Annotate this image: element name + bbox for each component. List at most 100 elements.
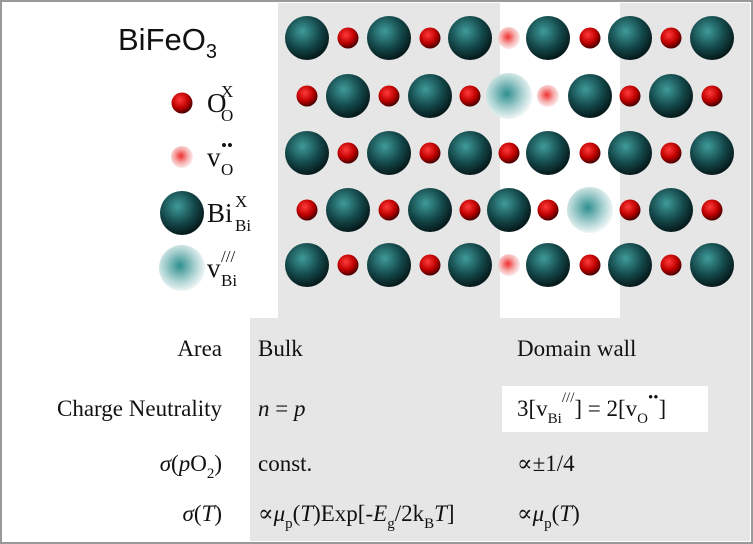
text: 3[v: [517, 396, 548, 421]
table-cell: n = p: [258, 396, 305, 421]
legend-sub: O: [221, 160, 233, 179]
o-vacancy: [171, 146, 193, 168]
legend: OX Ov•• OBi X Biv///Bi: [159, 82, 251, 291]
table-cell: 3[vBi///] = 2[vO••]: [517, 390, 666, 427]
o-atom: [378, 85, 400, 107]
o-atom: [619, 199, 641, 221]
o-atom: [419, 27, 441, 49]
text: ): [572, 501, 580, 526]
legend-sub: Bi: [235, 216, 251, 235]
sub: B: [424, 516, 434, 532]
bi-atom: [649, 188, 693, 232]
bi-atom: [326, 188, 370, 232]
title-sub: 3: [206, 41, 217, 63]
table-cell: σ(T): [183, 501, 222, 526]
sub: 2: [207, 466, 215, 482]
table-cell: Domain wall: [517, 336, 636, 361]
o-atom: [701, 85, 723, 107]
bi-atom: [649, 74, 693, 118]
bi-atom: [367, 131, 411, 175]
bi-atom: [448, 131, 492, 175]
bi-atom: [326, 74, 370, 118]
sub: p: [544, 516, 552, 532]
text: Bulk: [258, 336, 303, 361]
legend-label: v/// Bi: [207, 247, 237, 290]
italic-text: σ: [183, 501, 196, 526]
text: const.: [258, 451, 312, 476]
italic-text: μ: [532, 501, 545, 526]
o-atom: [701, 199, 723, 221]
italic-text: n: [258, 396, 270, 421]
bi-atom: [568, 74, 612, 118]
legend-sup: ///: [221, 247, 235, 266]
table-cell: ∝μp(T)Exp[-Eg/2kBT]: [258, 501, 455, 532]
table-cell: Area: [177, 336, 222, 361]
title-text: BiFeO: [118, 22, 206, 57]
table-cell: const.: [258, 451, 312, 476]
sub: Bi: [548, 411, 562, 427]
sub: p: [285, 516, 293, 532]
lattice: [285, 16, 734, 287]
o-atom: [660, 27, 682, 49]
italic-text: p: [292, 396, 306, 421]
bi-atom: [690, 243, 734, 287]
text: /2k: [395, 501, 425, 526]
o-vacancy: [498, 27, 520, 49]
italic-text: T: [434, 501, 449, 526]
sup: ••: [648, 390, 659, 406]
table-cell: Charge Neutrality: [57, 396, 222, 421]
o-atom: [660, 254, 682, 276]
o-atom: [337, 142, 359, 164]
cell-bg: [502, 386, 708, 432]
text: ): [214, 451, 222, 476]
o-atom: [378, 199, 400, 221]
legend-base: Bi: [207, 198, 233, 228]
title: BiFeO3: [118, 22, 217, 63]
sub: O: [637, 411, 648, 427]
bi-atom: [448, 16, 492, 60]
text: ] = 2[v: [574, 396, 637, 421]
legend-base: v: [207, 253, 221, 283]
sub: g: [387, 516, 395, 532]
italic-text: T: [559, 501, 574, 526]
text: (: [552, 501, 560, 526]
italic-text: σ: [160, 451, 173, 476]
o-atom: [537, 199, 559, 221]
text: =: [270, 396, 294, 421]
bi-vacancy: [486, 73, 532, 119]
o-atom: [660, 142, 682, 164]
italic-text: μ: [273, 501, 286, 526]
bi-vacancy: [159, 245, 205, 291]
o-atom: [579, 254, 601, 276]
bi-atom: [408, 74, 452, 118]
o-atom: [419, 254, 441, 276]
bi-atom: [285, 16, 329, 60]
text: (: [194, 501, 202, 526]
italic-text: T: [202, 501, 217, 526]
bi-atom: [526, 16, 570, 60]
text: )Exp[-: [313, 501, 373, 526]
italic-text: p: [177, 451, 191, 476]
bi-atom: [608, 243, 652, 287]
italic-text: T: [300, 501, 315, 526]
text: (: [171, 451, 179, 476]
bi-vacancy: [567, 187, 613, 233]
table-cell: Bulk: [258, 336, 303, 361]
text: O: [190, 451, 207, 476]
bi-atom: [367, 243, 411, 287]
text: Area: [177, 336, 222, 361]
legend-sup: ••: [221, 136, 233, 155]
bi-atom: [448, 243, 492, 287]
bi-atom: [690, 131, 734, 175]
o-vacancy: [537, 85, 559, 107]
o-atom: [419, 142, 441, 164]
legend-base: v: [207, 142, 221, 172]
o-vacancy: [498, 254, 520, 276]
bi-atom: [487, 188, 531, 232]
o-atom: [579, 27, 601, 49]
legend-sup: X: [235, 192, 247, 211]
text: Charge Neutrality: [57, 396, 222, 421]
legend-base: O: [207, 88, 227, 118]
sup: ///: [562, 390, 575, 406]
o-atom: [171, 92, 193, 114]
